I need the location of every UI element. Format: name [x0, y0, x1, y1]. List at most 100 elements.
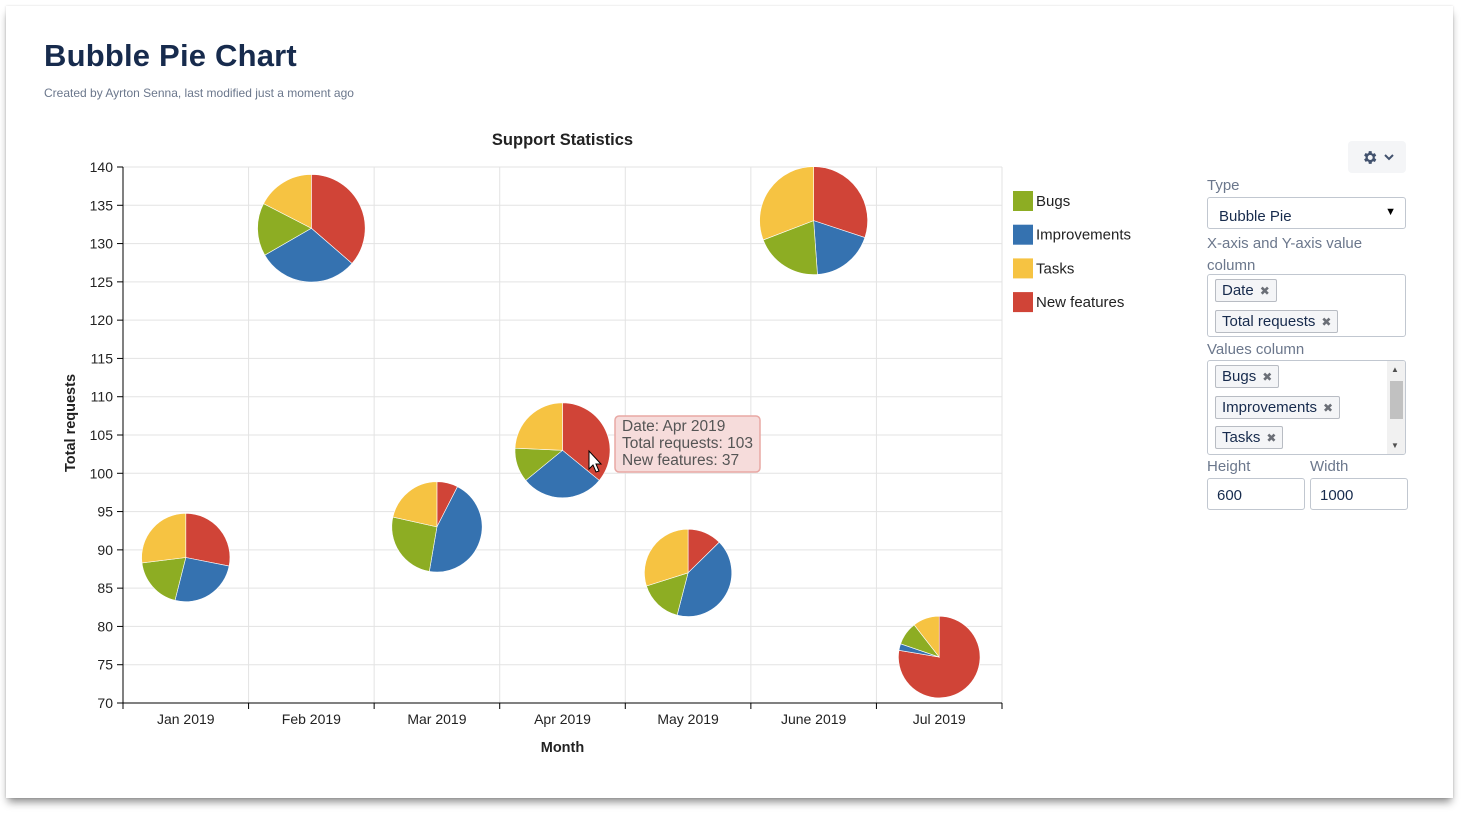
page-title: Bubble Pie Chart: [44, 38, 297, 73]
pie-slice: [676, 541, 733, 617]
x-tick-label: Mar 2019: [407, 711, 466, 727]
x-tick-label: Jul 2019: [913, 711, 966, 727]
y-tick-label: 100: [90, 465, 114, 481]
legend-swatch: [1013, 224, 1033, 245]
remove-chip-icon[interactable]: ✖: [1321, 314, 1332, 329]
pie-slice: [913, 615, 940, 658]
pie-slice: [257, 203, 312, 256]
caret-down-icon: ▼: [1385, 206, 1396, 218]
pie-slice: [759, 166, 814, 241]
y-tick-label: 135: [90, 197, 114, 213]
pie-slice: [141, 513, 187, 564]
chip-improvements: Improvements ✖: [1215, 396, 1341, 419]
pie-slice: [514, 402, 563, 451]
y-tick-label: 90: [97, 542, 113, 558]
remove-chip-icon[interactable]: ✖: [1262, 369, 1273, 384]
chip-label: Bugs: [1222, 368, 1257, 385]
legend-label: Tasks: [1036, 260, 1074, 277]
y-axis-title: Total requests: [63, 374, 79, 472]
y-tick-label: 95: [97, 504, 113, 520]
gear-icon: [1363, 150, 1376, 164]
pie-slice: [185, 513, 231, 567]
pie-slice: [174, 557, 230, 602]
width-input[interactable]: 1000: [1310, 478, 1408, 510]
values-scrollbar[interactable]: ▲ ▼: [1387, 361, 1405, 454]
pie-slice: [141, 557, 187, 601]
tooltip-line: New features: 37: [622, 452, 739, 469]
height-label: Height: [1207, 458, 1251, 475]
pie-slice: [644, 528, 689, 587]
legend-swatch: [1013, 258, 1033, 279]
page-byline: Created by Ayrton Senna, last modified j…: [44, 86, 354, 100]
pie-slice: [813, 220, 866, 275]
width-label: Width: [1310, 458, 1349, 475]
y-tick-label: 105: [90, 427, 114, 443]
tooltip-box: [614, 415, 761, 473]
type-label: Type: [1207, 177, 1240, 194]
pie-bubble: [898, 615, 981, 699]
remove-chip-icon[interactable]: ✖: [1259, 283, 1270, 298]
chip-label: Date: [1222, 282, 1254, 299]
y-tick-label: 70: [97, 695, 113, 711]
chevron-down-icon: [1383, 153, 1394, 160]
chip-label: Improvements: [1222, 399, 1318, 416]
y-tick-label: 85: [97, 580, 113, 596]
legend-swatch: [1013, 191, 1033, 211]
bubble-pie-chart: 70 75 80 85 90 95 100 105 110 115 120 125 130 135 140 J…: [63, 131, 1131, 756]
height-input[interactable]: 600: [1207, 478, 1305, 510]
x-tick-label: May 2019: [657, 711, 719, 727]
y-tick-label: 75: [97, 657, 113, 673]
pie-slice: [391, 516, 438, 572]
scrollbar-thumb[interactable]: [1390, 381, 1403, 419]
chip-total-requests: Total requests ✖: [1215, 310, 1339, 333]
chip-bugs: Bugs ✖: [1215, 365, 1280, 388]
tooltip-line: Total requests: 103: [622, 435, 753, 452]
legend-label: New features: [1036, 294, 1124, 311]
scroll-down-icon[interactable]: ▼: [1391, 441, 1399, 450]
y-tick-label: 110: [91, 389, 114, 405]
x-axis-title: Month: [541, 740, 584, 756]
pie-slice: [813, 166, 868, 238]
pie-slice: [428, 486, 483, 573]
pie-slice: [762, 220, 818, 275]
x-tick-label: Apr 2019: [534, 711, 591, 727]
chart-settings-button[interactable]: [1348, 141, 1406, 173]
pie-bubble: [257, 174, 366, 283]
tooltip-line: Date: Apr 2019: [622, 418, 725, 435]
mouse-cursor-icon: [588, 449, 603, 473]
chip-label: Tasks: [1222, 429, 1261, 446]
pie-bubble: [759, 166, 868, 275]
scroll-up-icon[interactable]: ▲: [1391, 365, 1399, 374]
pie-slice: [311, 174, 366, 264]
x-tick-label: Jan 2019: [157, 711, 215, 727]
legend-label: Improvements: [1036, 227, 1131, 244]
remove-chip-icon[interactable]: ✖: [1323, 400, 1334, 415]
type-select-value: Bubble Pie: [1219, 208, 1292, 225]
type-select[interactable]: Bubble Pie ▼: [1207, 197, 1406, 229]
xy-column-multiselect[interactable]: Date ✖ Total requests ✖: [1207, 274, 1406, 337]
chip-date: Date ✖: [1215, 279, 1277, 302]
pie-slice: [392, 481, 438, 528]
values-column-label: Values column: [1207, 341, 1305, 358]
y-tick-label: 120: [90, 312, 114, 328]
chart-title: Support Statistics: [492, 131, 633, 149]
values-column-multiselect[interactable]: Bugs ✖ Improvements ✖ Tasks ✖ ▲ ▼: [1207, 360, 1406, 455]
pie-bubble: [514, 402, 611, 499]
chip-label: Total requests: [1222, 313, 1316, 330]
y-tick-label: 80: [97, 618, 113, 634]
pie-slice: [263, 174, 312, 229]
legend-swatch: [1013, 292, 1033, 313]
pie-slice: [264, 227, 353, 283]
remove-chip-icon[interactable]: ✖: [1266, 430, 1277, 445]
pie-bubble: [141, 513, 231, 602]
legend-label: Bugs: [1036, 193, 1070, 210]
pie-slice: [525, 449, 600, 499]
x-tick-label: Feb 2019: [282, 711, 341, 727]
y-tick-label: 140: [90, 159, 114, 175]
y-tick-label: 125: [90, 274, 114, 290]
xy-column-label: X-axis and Y-axis value column: [1207, 235, 1363, 274]
x-tick-label: June 2019: [781, 711, 847, 727]
pie-slice: [646, 572, 689, 616]
chip-tasks: Tasks ✖: [1215, 426, 1284, 449]
y-tick-label: 115: [91, 350, 114, 366]
